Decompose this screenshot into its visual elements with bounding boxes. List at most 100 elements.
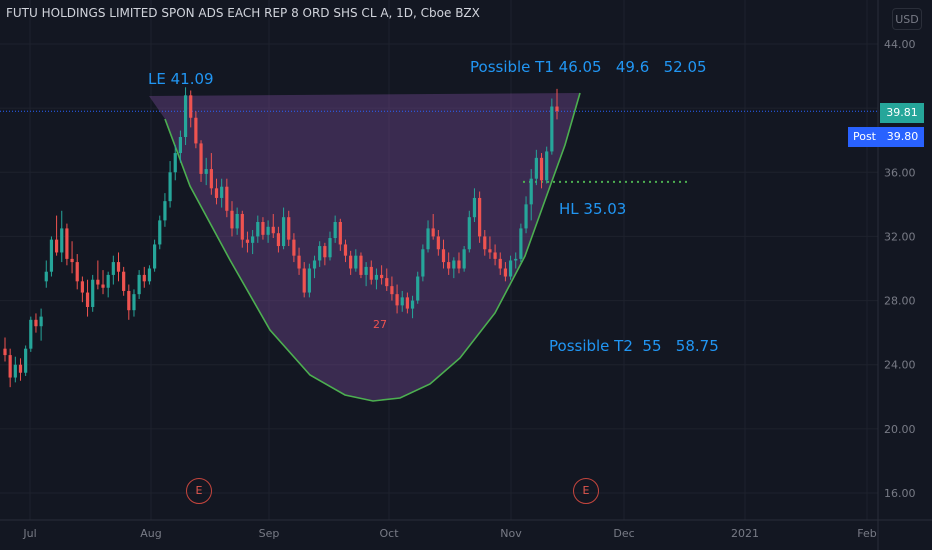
x-tick-label: Sep: [259, 527, 280, 540]
candle-body: [555, 106, 559, 112]
candle-body: [80, 281, 84, 293]
x-tick-label: Nov: [500, 527, 522, 540]
x-tick-label: Feb: [857, 527, 876, 540]
candle-body: [194, 117, 198, 144]
candle-body: [426, 228, 430, 250]
candle-body: [441, 249, 446, 263]
candle-body: [142, 274, 146, 282]
candle-body: [374, 274, 379, 280]
candle-body: [65, 228, 69, 259]
candle-body: [307, 268, 311, 293]
candle-body: [3, 348, 7, 356]
candle-body: [266, 226, 270, 235]
time-axis: Jul Aug Sep Oct Nov Dec 2021 Feb: [22, 527, 876, 540]
candle-body: [545, 151, 549, 181]
candle-body: [421, 249, 425, 277]
candle-body: [338, 221, 342, 245]
candle-body: [519, 228, 523, 259]
candle-body: [524, 204, 528, 229]
earnings-marker-2[interactable]: E: [573, 478, 599, 504]
candle-body: [39, 316, 43, 327]
candle-body: [508, 260, 513, 277]
candle-body: [49, 239, 54, 272]
y-tick-label: 44.00: [884, 38, 916, 51]
candle-body: [261, 221, 265, 235]
candle-body: [158, 220, 162, 245]
candle-body: [147, 268, 152, 282]
candle-body: [18, 364, 23, 373]
earnings-marker-1[interactable]: E: [186, 478, 212, 504]
candle-body: [457, 260, 461, 269]
candle-body: [240, 213, 244, 240]
candle-body: [447, 262, 451, 269]
candle-body: [251, 236, 255, 243]
cup-pattern-fill: [149, 93, 580, 401]
y-tick-label: 32.00: [884, 230, 916, 243]
x-tick-label: Jul: [22, 527, 36, 540]
currency-button[interactable]: USD: [892, 8, 922, 30]
candle-body: [60, 228, 64, 253]
candle-body: [323, 246, 327, 258]
candle-body: [292, 239, 296, 256]
candle-body: [416, 276, 420, 301]
candle-body: [405, 297, 409, 309]
candle-body: [245, 239, 250, 243]
candle-body: [220, 186, 224, 198]
candle-body: [390, 286, 394, 295]
candle-body: [483, 236, 487, 250]
low-marker-label: 27: [373, 318, 387, 331]
candle-body: [189, 95, 193, 118]
candle-body: [209, 169, 213, 189]
candle-body: [8, 355, 12, 378]
candle-body: [354, 255, 358, 269]
candle-body: [235, 213, 239, 229]
candle-body: [287, 217, 291, 240]
x-tick-label: Oct: [379, 527, 399, 540]
candle-body: [385, 278, 389, 287]
candle-body: [410, 300, 415, 309]
last-price-tag: 39.81: [880, 103, 924, 123]
candle-body: [225, 186, 229, 211]
y-tick-label: 28.00: [884, 295, 916, 308]
candle-body: [75, 262, 79, 282]
candle-body: [534, 157, 538, 179]
candle-body: [137, 274, 141, 295]
candle-body: [333, 221, 337, 239]
candle-body: [70, 258, 74, 263]
candle-body: [467, 217, 471, 250]
candle-body: [498, 258, 502, 269]
candle-body: [281, 217, 286, 247]
cup-curve-line: [164, 92, 581, 402]
candle-body: [349, 255, 353, 269]
candle-body: [163, 201, 167, 221]
candle-body: [462, 249, 466, 269]
y-tick-label: 36.00: [884, 166, 916, 179]
post-price-tag: 39.80: [881, 127, 924, 147]
candle-body: [178, 137, 183, 154]
candle-body: [111, 262, 115, 275]
candle-body: [34, 319, 38, 327]
candle-body: [369, 266, 373, 280]
candle-body: [318, 246, 322, 261]
x-tick-label: Aug: [140, 527, 161, 540]
candle-body: [168, 172, 172, 202]
candlestick-series: [3, 87, 559, 388]
candle-body: [364, 266, 368, 275]
candle-body: [132, 294, 136, 311]
candle-body: [204, 169, 208, 174]
t1-annotation: Possible T1 46.05 49.6 52.05: [470, 58, 707, 76]
candle-body: [539, 157, 544, 181]
x-tick-label: Dec: [613, 527, 634, 540]
candle-body: [431, 228, 435, 237]
candle-body: [122, 271, 126, 291]
candle-body: [400, 297, 404, 306]
candle-body: [153, 244, 157, 269]
candle-body: [343, 244, 348, 256]
candle-body: [116, 262, 121, 272]
candle-body: [106, 274, 110, 288]
candle-body: [29, 319, 33, 349]
y-tick-label: 20.00: [884, 423, 916, 436]
candle-body: [214, 188, 219, 198]
candle-body: [436, 236, 440, 250]
